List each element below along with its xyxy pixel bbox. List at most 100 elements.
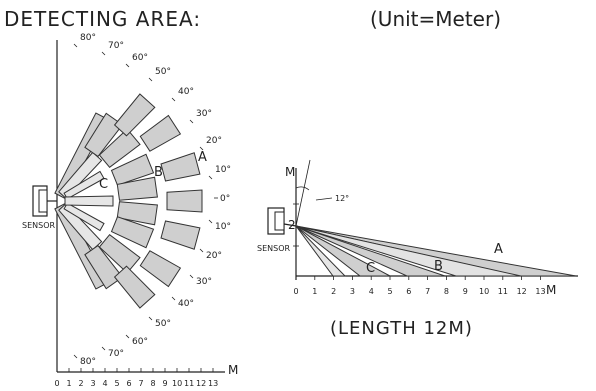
top-detection-zone <box>160 152 201 182</box>
top-angle-leader <box>189 274 194 279</box>
side-x-tick-label: 11 <box>498 287 508 296</box>
top-angle-label: 80° <box>80 33 96 43</box>
top-detection-zone <box>98 234 141 274</box>
top-angle-label: 30° <box>196 277 212 287</box>
top-x-tick-label: 3 <box>91 379 96 388</box>
top-zone-b-label: B <box>154 165 163 180</box>
top-zone-c-label: C <box>99 177 108 192</box>
top-angle-leader <box>189 119 194 124</box>
top-angle-leader <box>208 219 213 224</box>
top-x-tick-label: 0 <box>55 379 60 388</box>
top-view-sensor-label: SENSOR <box>22 221 55 230</box>
side-x-tick-label: 0 <box>294 287 299 296</box>
side-x-tick-label: 13 <box>535 287 545 296</box>
side-view-tilt-line <box>295 159 311 227</box>
top-x-tick-label: 1 <box>67 379 72 388</box>
top-angle-leader <box>125 334 130 339</box>
side-x-tick-label: 1 <box>312 287 317 296</box>
top-view-x-ticks: 0 1 2 3 4 5 6 7 8 9 10 11 12 13 <box>55 368 218 388</box>
top-view-sensor-icon <box>32 185 57 217</box>
side-view-sensor-icon <box>267 207 297 235</box>
top-angle-label: 20° <box>206 136 222 146</box>
side-beam-b <box>295 225 446 277</box>
top-detection-zone <box>113 265 156 309</box>
top-detection-zone <box>139 114 182 152</box>
side-view-x-ticks: 0 1 2 3 4 5 6 7 8 9 10 11 12 13 <box>294 276 546 296</box>
top-detection-zone <box>64 195 114 207</box>
top-angle-leader <box>208 175 213 180</box>
top-angle-leader <box>199 248 204 253</box>
side-x-tick-label: 12 <box>517 287 527 296</box>
top-angle-label: 0° <box>220 194 230 204</box>
top-x-tick-label: 10 <box>172 379 182 388</box>
top-detection-zone <box>139 250 182 288</box>
top-view-axis-unit: M <box>228 363 238 377</box>
top-angle-leader <box>73 43 78 48</box>
side-view-height-label: 2 <box>288 218 296 232</box>
side-zone-b-label: B <box>434 259 443 274</box>
top-detection-zone <box>116 201 158 226</box>
top-view: 0 1 2 3 4 5 6 7 8 9 10 11 12 13 M SENSOR 80°70°60°50°… <box>22 33 238 388</box>
side-x-tick-label: 9 <box>463 287 468 296</box>
top-x-tick-label: 13 <box>208 379 218 388</box>
top-x-tick-label: 2 <box>79 379 84 388</box>
top-detection-zone <box>63 170 105 200</box>
diagram-title: DETECTING AREA: <box>4 7 201 31</box>
top-angle-label: 60° <box>132 53 148 63</box>
side-x-tick-label: 2 <box>331 287 336 296</box>
top-x-tick-label: 9 <box>163 379 168 388</box>
top-angle-label: 60° <box>132 337 148 347</box>
side-view-angle-leader <box>315 197 333 201</box>
top-detection-zone <box>84 112 124 158</box>
side-view-caption: (LENGTH 12M) <box>330 318 473 339</box>
top-detection-zone <box>110 153 155 186</box>
top-angle-leader <box>148 77 153 82</box>
top-angle-label: 80° <box>80 357 96 367</box>
top-detection-zone <box>113 93 156 137</box>
side-zone-c-label: C <box>366 261 375 276</box>
top-detection-zone <box>58 202 103 251</box>
side-view-axis-unit: M <box>546 283 556 297</box>
side-view-angle-arc <box>295 186 310 191</box>
top-x-tick-label: 7 <box>139 379 144 388</box>
top-x-tick-label: 11 <box>184 379 194 388</box>
top-angle-leader <box>171 296 176 301</box>
side-view-y-axis-label: M <box>285 165 295 179</box>
top-angle-leader <box>73 354 78 359</box>
top-view-angle-labels: 80° 70° 60° 50° 40° 30° 20° 10° 0° 10° 20° 30° 40° 50… <box>73 33 231 367</box>
top-zone-a-label: A <box>198 150 207 165</box>
top-x-tick-label: 8 <box>151 379 156 388</box>
side-view-angle-label: 12° <box>335 194 349 203</box>
top-angle-leader <box>101 346 106 351</box>
side-x-tick-label: 3 <box>350 287 355 296</box>
top-angle-leader <box>125 63 130 68</box>
side-view-sensor-label: SENSOR <box>257 244 290 253</box>
side-view-beams <box>295 225 577 277</box>
top-x-tick-label: 6 <box>127 379 132 388</box>
top-angle-label: 10° <box>215 165 231 175</box>
top-view-zones <box>54 93 203 309</box>
side-x-tick-label: 4 <box>369 287 374 296</box>
top-x-tick-label: 12 <box>196 379 206 388</box>
top-angle-label: 20° <box>206 251 222 261</box>
top-x-tick-label: 4 <box>103 379 108 388</box>
top-angle-label: 40° <box>178 87 194 97</box>
top-angle-label: 50° <box>155 67 171 77</box>
top-angle-label: 50° <box>155 319 171 329</box>
side-x-tick-label: 7 <box>425 287 430 296</box>
side-beam-near <box>295 225 347 277</box>
top-angle-label: 70° <box>108 41 124 51</box>
top-angle-leader <box>199 146 204 151</box>
top-angle-leader <box>101 51 106 56</box>
side-x-tick-label: 6 <box>406 287 411 296</box>
top-detection-zone <box>166 189 203 213</box>
top-angle-label: 30° <box>196 109 212 119</box>
side-view: M 0 1 2 3 4 5 6 7 8 9 10 11 12 13 M 12° 2 SENSOR A <box>257 159 578 339</box>
top-angle-label: 10° <box>215 222 231 232</box>
top-angle-leader <box>171 97 176 102</box>
side-x-tick-label: 10 <box>479 287 489 296</box>
unit-note: (Unit=Meter) <box>370 7 501 31</box>
side-zone-a-label: A <box>494 242 503 257</box>
top-angle-leader <box>148 316 153 321</box>
